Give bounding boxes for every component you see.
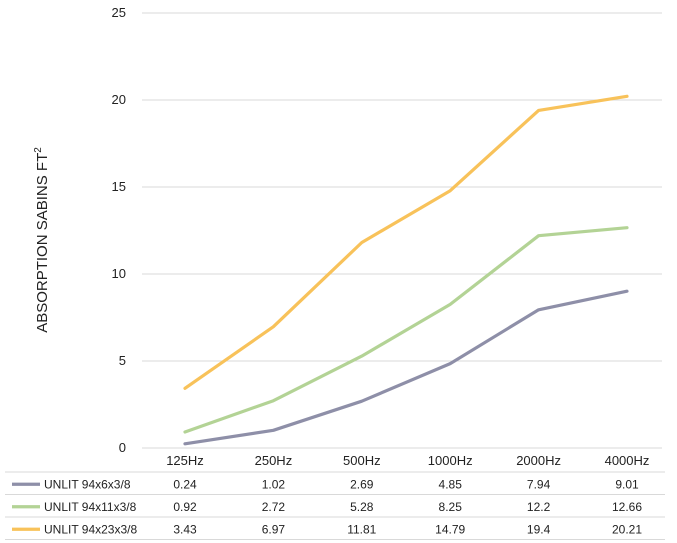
data-label: 2.72 [262, 500, 286, 514]
data-label: 3.43 [173, 522, 197, 536]
data-label: 19.4 [527, 522, 551, 536]
x-category-label-1000Hz: 1000Hz [428, 453, 473, 468]
data-label: 14.79 [435, 522, 465, 536]
y-tick-label-25: 25 [112, 5, 126, 20]
series-line-2 [183, 226, 629, 434]
x-category-label-500Hz: 500Hz [343, 453, 381, 468]
x-category-label-125Hz: 125Hz [166, 453, 204, 468]
y-axis-label-superscript: 2 [33, 147, 44, 153]
series-line-1 [183, 289, 629, 446]
gridlines [142, 12, 662, 449]
data-label: 7.94 [527, 477, 551, 491]
series-name-1: UNLIT 94x6x3/8 [44, 477, 131, 491]
data-label: 20.21 [612, 522, 642, 536]
data-label: 1.02 [262, 477, 286, 491]
data-label: 0.24 [173, 477, 197, 491]
data-label: 6.97 [262, 522, 286, 536]
series-lines [183, 94, 629, 446]
y-axis-label: ABSORPTION SABINS FT2 [33, 147, 51, 333]
data-label: 12.2 [527, 500, 551, 514]
data-label: 0.92 [173, 500, 197, 514]
data-label: 5.28 [350, 500, 374, 514]
data-label: 4.85 [439, 477, 463, 491]
data-label: 2.69 [350, 477, 374, 491]
y-tick-label-20: 20 [112, 92, 126, 107]
data-label: 11.81 [347, 522, 376, 536]
x-category-label-250Hz: 250Hz [255, 453, 293, 468]
y-tick-label-0: 0 [119, 440, 126, 455]
y-tick-label-15: 15 [112, 179, 126, 194]
series-name-2: UNLIT 94x11x3/8 [44, 500, 137, 514]
x-category-label-4000Hz: 4000Hz [605, 453, 650, 468]
series-name-3: UNLIT 94x23x3/8 [44, 522, 137, 536]
y-tick-label-5: 5 [119, 353, 126, 368]
data-label: 12.66 [612, 500, 642, 514]
x-category-label-2000Hz: 2000Hz [516, 453, 561, 468]
data-table: UNLIT 94x6x3/8 0.24 1.02 2.69 4.85 7.94 9.01 UN… [5, 471, 665, 540]
x-axis-categories: 125Hz 250Hz 500Hz 1000Hz 2000Hz 4000Hz [166, 453, 649, 468]
data-label: 8.25 [439, 500, 463, 514]
data-label: 9.01 [615, 477, 639, 491]
series-line-3 [183, 94, 629, 390]
y-tick-label-10: 10 [112, 266, 126, 281]
y-axis-ticks: 0 5 10 15 20 25 [112, 5, 126, 455]
